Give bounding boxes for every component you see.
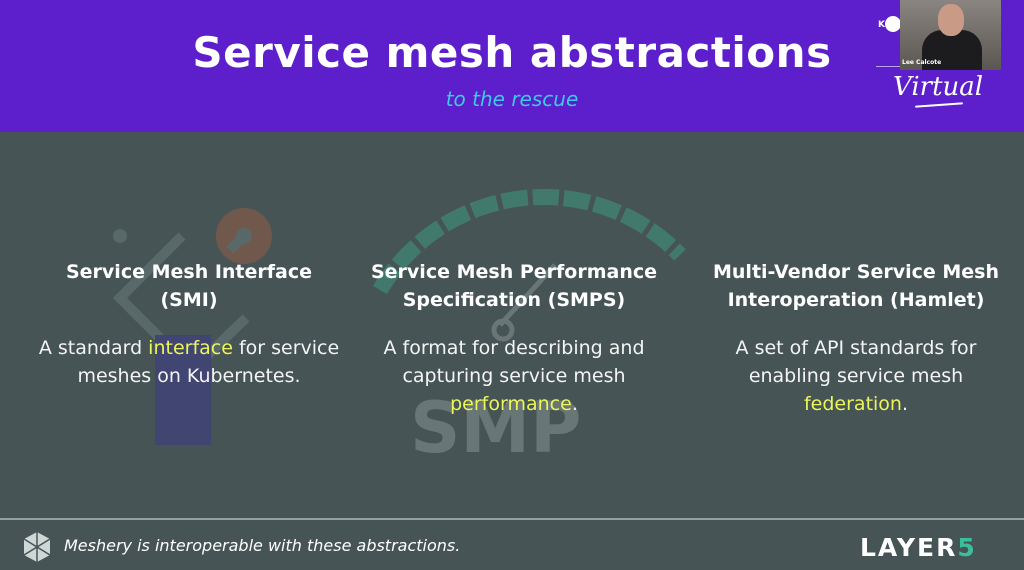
divider — [876, 66, 900, 67]
smp-watermark-icon: SMP — [373, 189, 686, 469]
speaker-head — [938, 4, 964, 36]
watermark-logos: SMP — [112, 189, 686, 469]
page-subtitle: to the rescue — [445, 87, 579, 111]
virtual-logo: Virtual — [893, 72, 984, 102]
hamlet-title: Multi-Vendor Service Mesh Interoperation … — [713, 261, 999, 311]
smps-column: Service Mesh Performance Specification (S… — [354, 258, 674, 418]
speaker-name: Lee Calcote — [902, 59, 942, 66]
event-logo-text: Kuber — [878, 20, 909, 30]
smps-description: A format for describing and capturing se… — [383, 337, 645, 415]
title-banner: Service mesh abstractions to the rescue — [0, 0, 1024, 132]
smi-description: A standard interface for service meshes … — [38, 337, 340, 387]
smi-title: Service Mesh Interface (SMI) — [65, 261, 313, 311]
smp-watermark-text: SMP — [410, 387, 581, 469]
webcam-feed: Lee Calcote — [900, 0, 1001, 70]
kubernetes-icon — [885, 16, 901, 32]
footer-text: Meshery is interoperable with these abst… — [64, 536, 461, 555]
hamlet-column: Multi-Vendor Service Mesh Interoperation … — [696, 258, 1016, 418]
footer-bar: Meshery is interoperable with these abst… — [0, 518, 1024, 570]
smps-title: Service Mesh Performance Specification (S… — [370, 261, 657, 311]
hamlet-description: A set of API standards for enabling serv… — [735, 337, 977, 415]
smi-watermark-icon — [112, 208, 272, 445]
layer5-logo: LAYER5 — [860, 533, 977, 562]
smi-column: Service Mesh Interface (SMI) A standard i… — [29, 258, 349, 390]
page-title: Service mesh abstractions — [192, 28, 832, 77]
speaker-body — [922, 30, 982, 70]
meshery-logo-icon — [23, 532, 51, 562]
